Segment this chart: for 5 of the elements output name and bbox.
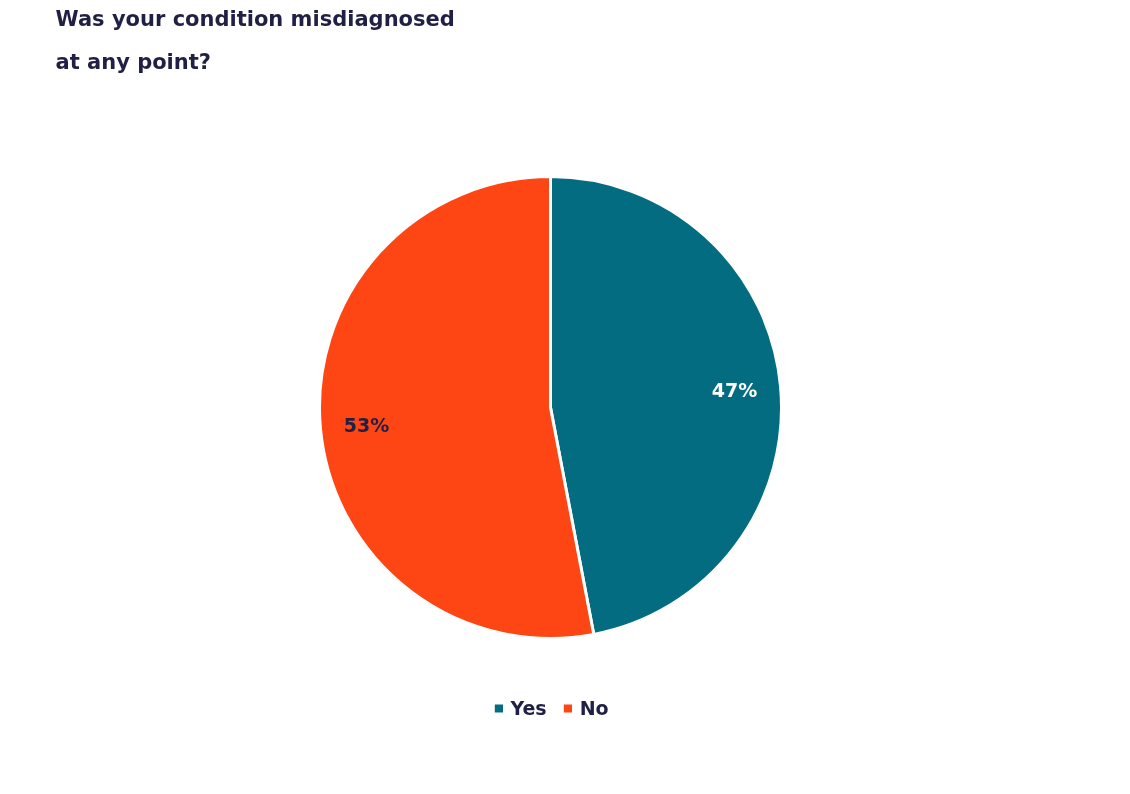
legend-label: Yes	[510, 697, 547, 719]
legend-label: No	[579, 697, 609, 719]
chart-title: Was your condition misdiagnosed at any point?	[55, 7, 455, 75]
data-label: 47%	[711, 379, 758, 402]
data-label: 53%	[343, 413, 390, 436]
